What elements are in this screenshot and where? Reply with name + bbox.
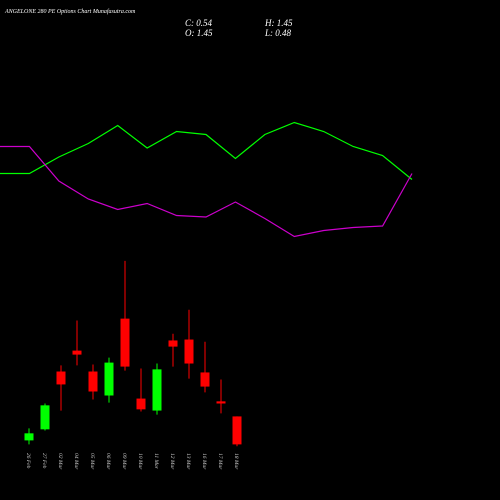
candle-body xyxy=(72,350,82,355)
x-tick-label: 04 Mar xyxy=(73,453,80,470)
x-tick-label: 27 Feb xyxy=(41,453,47,469)
x-tick-label: 17 Mar xyxy=(217,453,223,470)
x-tick-label: 12 Mar xyxy=(169,453,175,470)
x-tick-label: 16 Mar xyxy=(201,453,207,470)
indicator-line xyxy=(0,145,413,238)
close-label: C: 0.54 xyxy=(185,18,213,28)
candle-body xyxy=(232,416,242,445)
candle-body xyxy=(152,369,162,411)
x-tick-label: 05 Mar xyxy=(89,453,95,470)
x-tick-label: 11 Mar xyxy=(153,453,159,470)
candle-body xyxy=(216,401,226,404)
x-tick-label: 02 Mar xyxy=(57,453,63,470)
candle-body xyxy=(56,371,66,385)
open-label: O: 1.45 xyxy=(185,28,213,38)
candle-body xyxy=(168,340,178,347)
candle-body xyxy=(200,372,210,387)
x-tick-label: 26 Feb xyxy=(25,453,31,469)
candle-body xyxy=(184,339,194,364)
x-tick-label: 13 Mar xyxy=(185,453,191,470)
candle-body xyxy=(104,362,114,396)
candle-body xyxy=(40,405,50,430)
low-label: L: 0.48 xyxy=(264,28,292,38)
high-label: H: 1.45 xyxy=(264,18,293,28)
indicator-line xyxy=(0,121,413,180)
candle-body xyxy=(24,433,34,441)
x-tick-label: 06 Mar xyxy=(105,453,111,470)
candle-body xyxy=(120,318,130,367)
x-tick-label: 10 Mar xyxy=(137,453,143,470)
x-tick-label: 09 Mar xyxy=(121,453,127,470)
candle-body xyxy=(88,371,98,392)
x-tick-label: 18 Mar xyxy=(233,453,239,470)
chart-title: ANGELONE 280 PE Options Chart Munafasutr… xyxy=(4,8,136,15)
candle-body xyxy=(136,398,146,410)
